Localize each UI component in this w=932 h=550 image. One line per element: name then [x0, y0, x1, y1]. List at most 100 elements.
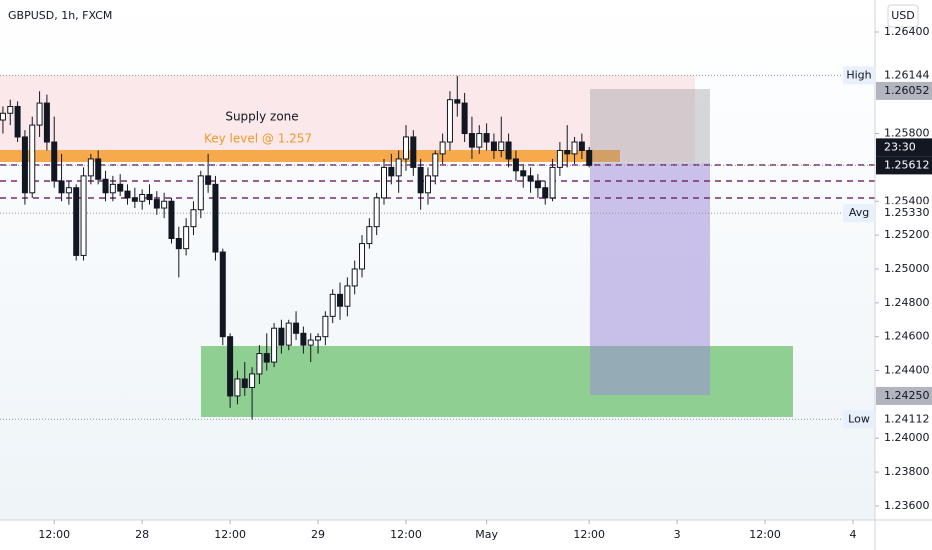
candle-body — [87, 158, 94, 177]
candle-body — [7, 105, 14, 114]
y-tick-label: 1.26400 — [884, 25, 930, 38]
candle-body — [278, 327, 285, 346]
candle-body — [65, 187, 72, 194]
candle-body — [21, 136, 28, 194]
candle-body — [80, 175, 87, 256]
candle-body — [461, 102, 468, 135]
candle-body — [366, 226, 373, 245]
level-label-box — [876, 204, 932, 223]
candle-body — [161, 200, 168, 209]
level-label: 1.26052 — [884, 84, 930, 97]
y-tick-label: 1.23600 — [884, 499, 930, 512]
candle-body — [219, 251, 226, 338]
x-tick-label: 28 — [135, 528, 149, 541]
candle-body — [549, 166, 556, 199]
key-level-band — [0, 150, 620, 162]
candle-body — [388, 166, 395, 177]
candle-body — [263, 353, 270, 363]
level-label: 1.26144 — [884, 68, 930, 81]
y-tick-label: 1.24800 — [884, 296, 930, 309]
candle-body — [520, 170, 527, 177]
level-label: 1.24112 — [884, 412, 930, 425]
candle-body — [527, 175, 534, 182]
candle-body — [322, 315, 329, 338]
candle-body — [578, 141, 585, 151]
candle-body — [329, 293, 336, 317]
y-tick-label: 1.23800 — [884, 465, 930, 478]
candle-body — [351, 268, 358, 287]
candle-body — [102, 178, 109, 194]
candle-body — [395, 158, 402, 177]
level-name-box — [843, 204, 875, 223]
candle-body — [542, 187, 549, 199]
candle-body — [564, 149, 571, 155]
candle-body — [153, 199, 160, 209]
candle-body — [14, 105, 21, 138]
y-tick-label: 1.24600 — [884, 330, 930, 343]
candle-body — [424, 175, 431, 194]
currency-box — [887, 4, 919, 28]
currency: USD — [891, 9, 915, 22]
candle-body — [468, 133, 475, 148]
candle-body — [146, 193, 153, 201]
candle-body — [36, 102, 43, 126]
level-label: 1.25330 — [884, 206, 930, 219]
level-label-box — [876, 81, 932, 100]
candle-body — [117, 183, 124, 192]
level-label-box — [876, 66, 932, 85]
candle-body — [381, 166, 388, 199]
countdown-box — [876, 138, 932, 157]
candle-body — [58, 180, 65, 194]
target-box — [590, 163, 710, 395]
candle-body — [439, 141, 446, 155]
candle-body — [271, 327, 278, 363]
candle-body — [476, 133, 483, 148]
x-tick-label: 12:00 — [214, 528, 246, 541]
candle-body — [227, 336, 234, 397]
y-tick-label: 1.25400 — [884, 194, 930, 207]
candle-body — [534, 180, 541, 189]
level-name: Avg — [849, 206, 869, 219]
candle-body — [168, 200, 175, 240]
candle-body — [454, 99, 461, 104]
candle-body — [586, 149, 593, 166]
symbol-title: GBPUSD, 1h, FXCM — [8, 9, 112, 22]
candle-body — [51, 141, 58, 182]
annotation: Key level @ 1.257 — [204, 132, 312, 146]
candle-body — [205, 175, 212, 185]
x-tick-label: 29 — [311, 528, 325, 541]
level-label-box — [876, 156, 932, 175]
candle-body — [344, 285, 351, 307]
level-name-box — [843, 410, 875, 429]
candle-body — [402, 136, 409, 160]
candle-body — [183, 226, 190, 250]
candle-body — [109, 183, 116, 194]
candle-body — [556, 149, 563, 168]
countdown: 23:30 — [884, 140, 916, 153]
x-tick-label: 3 — [674, 528, 681, 541]
candle-body — [307, 339, 314, 346]
candle-body — [337, 293, 344, 307]
x-tick-label: 12:00 — [573, 528, 605, 541]
candle-body — [315, 336, 322, 341]
stop-box — [590, 89, 710, 163]
y-tick-label: 1.25200 — [884, 228, 930, 241]
x-tick-label: 12:00 — [38, 528, 70, 541]
candle-body — [432, 153, 439, 177]
candle-body — [512, 158, 519, 172]
candle-body — [498, 141, 505, 151]
candle-body — [0, 112, 6, 121]
candle-body — [249, 373, 256, 388]
candle-body — [417, 166, 424, 194]
candle-body — [373, 197, 380, 228]
candle-body — [241, 378, 248, 388]
candle-body — [300, 332, 307, 346]
level-label-box — [876, 410, 932, 429]
annotation: Supply zone — [225, 110, 298, 124]
candle-body — [571, 141, 578, 155]
y-tick-label: 1.24400 — [884, 364, 930, 377]
level-name-box — [843, 66, 875, 85]
candle-body — [95, 158, 102, 180]
